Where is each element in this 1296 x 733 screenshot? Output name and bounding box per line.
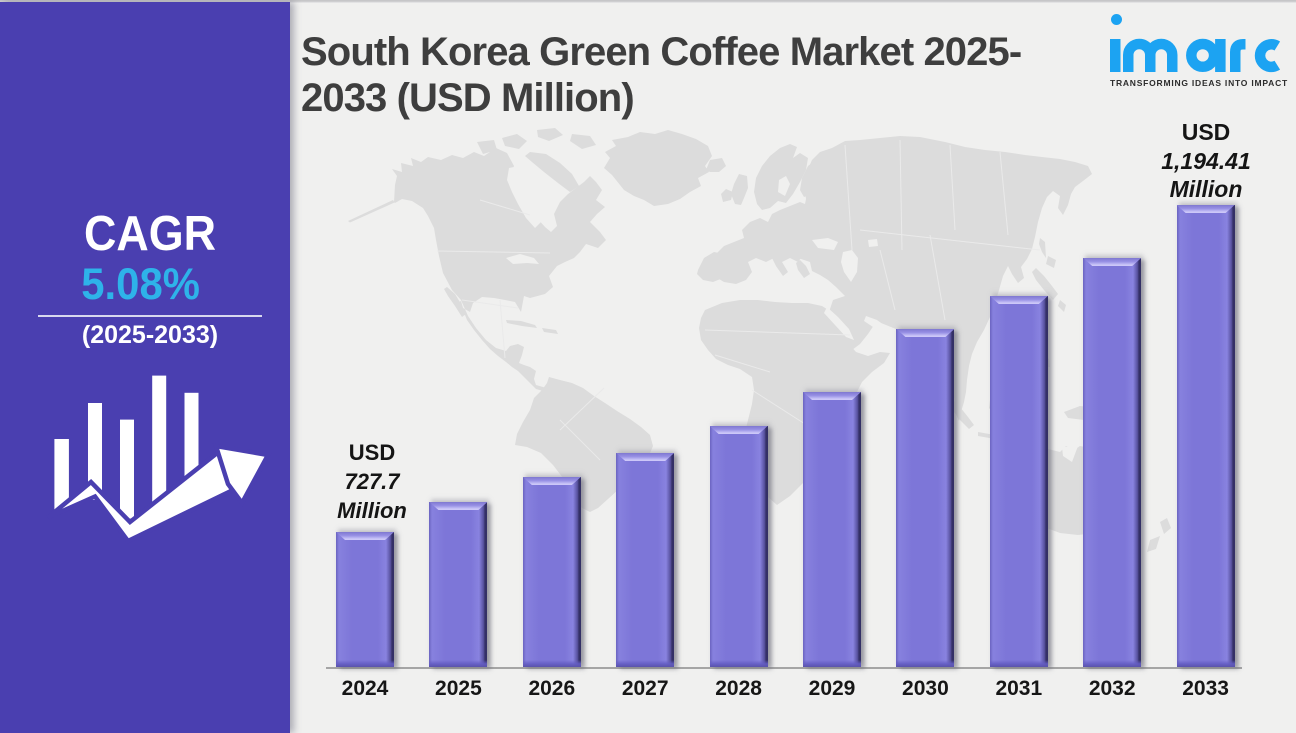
svg-text:TRANSFORMING IDEAS INTO IMPACT: TRANSFORMING IDEAS INTO IMPACT bbox=[1110, 78, 1288, 88]
